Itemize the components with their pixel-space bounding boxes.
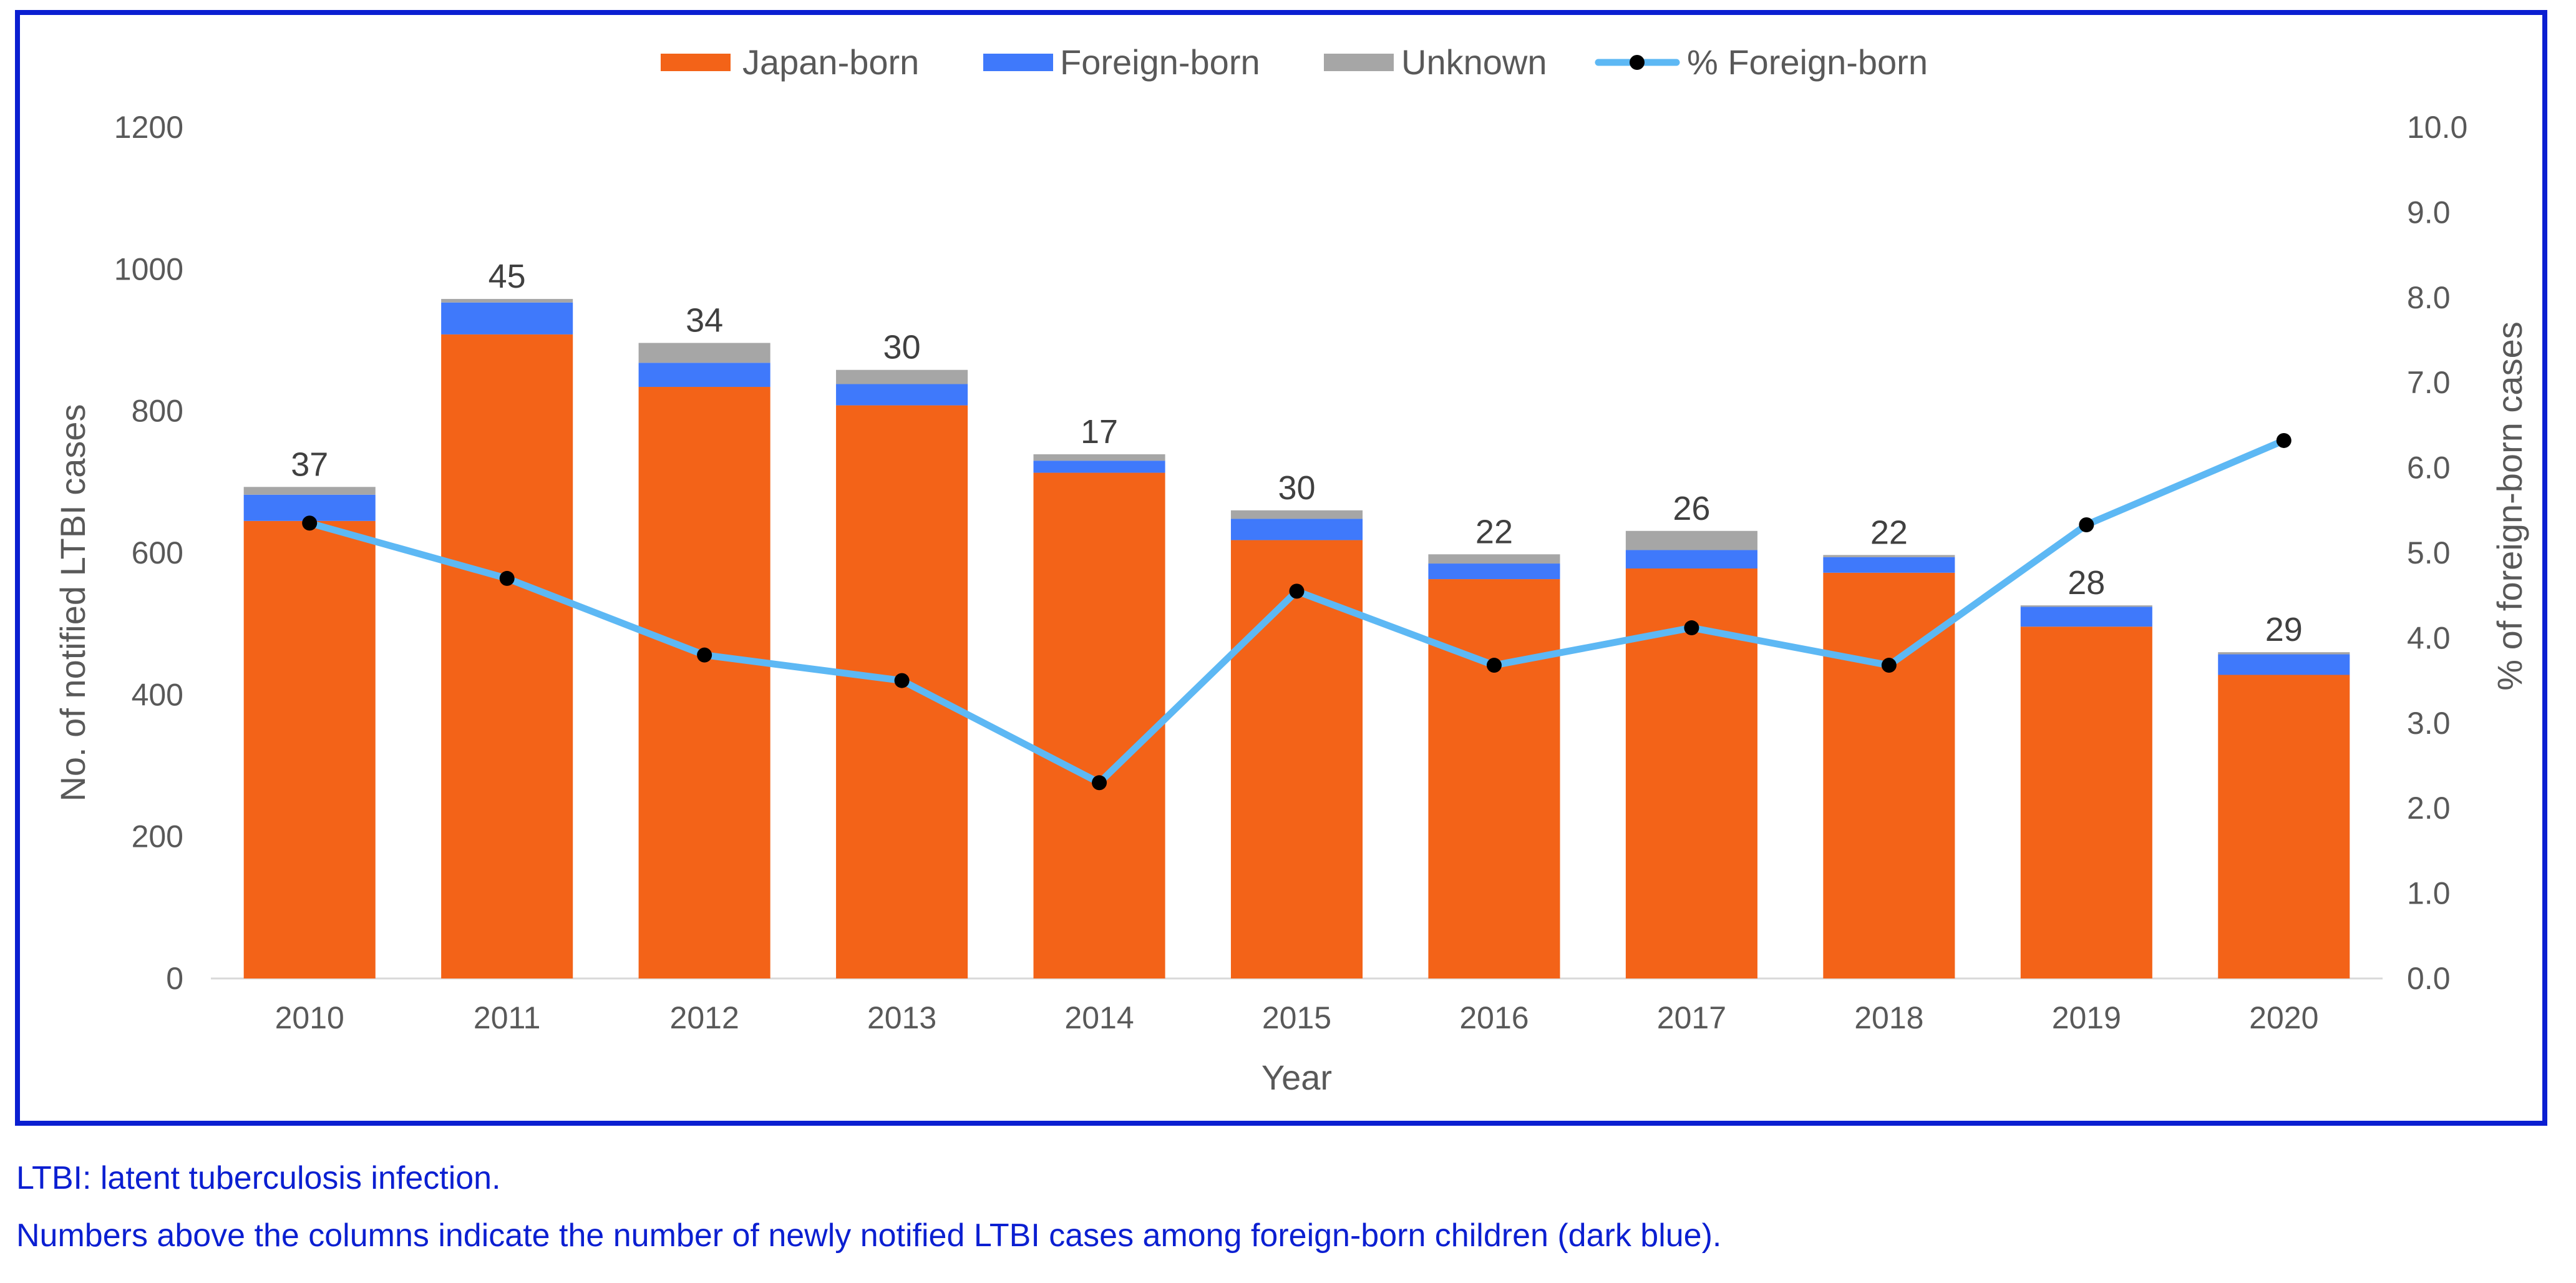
x-tick-label: 2019 (2052, 1000, 2121, 1035)
bar-data-label: 30 (883, 329, 921, 366)
legend-marker-foreign-born (1630, 55, 1645, 70)
caption-bar-label-note: Numbers above the columns indicate the n… (16, 1217, 1722, 1254)
y2-tick-label: 3.0 (2407, 706, 2451, 741)
bar-unknown-2018 (1823, 555, 1955, 557)
line-point-2016 (1486, 658, 1502, 673)
bar-japan-born-2020 (2218, 675, 2350, 978)
bar-unknown-2010 (243, 487, 376, 495)
y2-tick-label: 2.0 (2407, 791, 2451, 826)
x-tick-label: 2014 (1064, 1000, 1134, 1035)
legend-swatch-unknown (1324, 54, 1394, 71)
bar-data-label: 45 (488, 258, 526, 295)
bar-japan-born-2019 (2020, 627, 2152, 978)
bar-foreign-born-2017 (1625, 550, 1757, 569)
y2-tick-label: 8.0 (2407, 280, 2451, 315)
y-tick-label: 600 (132, 535, 183, 570)
line-point-2019 (2079, 517, 2094, 532)
bar-data-label: 26 (1673, 490, 1710, 527)
y2-tick-label: 7.0 (2407, 365, 2451, 400)
bar-foreign-born-2012 (638, 363, 770, 388)
bar-data-label: 34 (686, 302, 723, 339)
bar-japan-born-2014 (1033, 472, 1165, 978)
bar-unknown-2012 (638, 343, 770, 363)
x-tick-label: 2018 (1854, 1000, 1923, 1035)
bar-data-label: 37 (291, 446, 328, 483)
x-tick-label: 2012 (670, 1000, 739, 1035)
bar-foreign-born-2020 (2218, 654, 2350, 675)
x-tick-label: 2011 (474, 1000, 541, 1035)
bar-foreign-born-2015 (1230, 519, 1363, 540)
y2-tick-label: 9.0 (2407, 195, 2451, 230)
line-point-2013 (894, 673, 910, 688)
x-tick-label: 2015 (1262, 1000, 1331, 1035)
bar-data-label: 30 (1278, 469, 1315, 507)
legend-swatch-japan-born (661, 54, 731, 71)
legend-label-unknown: Unknown (1401, 42, 1547, 82)
x-tick-label: 2016 (1459, 1000, 1529, 1035)
bar-japan-born-2011 (441, 334, 573, 978)
y2-tick-label: 10.0 (2407, 110, 2467, 145)
y2-tick-label: 4.0 (2407, 620, 2451, 655)
bar-japan-born-2012 (638, 387, 770, 978)
y2-tick-label: 5.0 (2407, 535, 2451, 570)
y2-tick-label: 1.0 (2407, 876, 2451, 911)
bar-unknown-2020 (2218, 652, 2350, 655)
bar-data-label: 28 (2068, 564, 2105, 602)
line-point-2014 (1092, 775, 1107, 791)
bar-data-label: 22 (1870, 514, 1908, 551)
x-tick-label: 2013 (867, 1000, 936, 1035)
bar-unknown-2019 (2020, 605, 2152, 607)
bar-foreign-born-2018 (1823, 557, 1955, 573)
y-axis-title: No. of notified LTBI cases (53, 404, 92, 801)
line-point-2018 (1881, 658, 1897, 673)
bar-japan-born-2013 (836, 405, 968, 978)
bar-foreign-born-2019 (2020, 607, 2152, 627)
ltbi-combo-chart: 0 200 400 600 800 1000 1200 0.0 1.0 2.0 3.0 4.0 5.0 6… (53, 42, 2529, 1097)
x-axis-title: Year (1261, 1058, 1332, 1097)
bar-data-label: 22 (1475, 513, 1513, 550)
x-tick-label: 2017 (1657, 1000, 1726, 1035)
bar-japan-born-2018 (1823, 572, 1955, 978)
line-point-2015 (1289, 583, 1305, 599)
x-tick-label: 2010 (275, 1000, 344, 1035)
bar-foreign-born-2013 (836, 384, 968, 406)
line-point-2011 (499, 570, 515, 586)
y-tick-label: 1000 (114, 251, 183, 286)
bar-japan-born-2015 (1230, 540, 1363, 978)
y-tick-label: 800 (132, 394, 183, 429)
bar-japan-born-2016 (1428, 579, 1560, 978)
y-tick-label: 400 (132, 677, 183, 712)
bar-foreign-born-2016 (1428, 563, 1560, 580)
line-point-2017 (1684, 620, 1699, 636)
line-point-2012 (697, 647, 712, 663)
line-point-2020 (2276, 432, 2292, 448)
y-tick-label: 200 (132, 819, 183, 854)
y-tick-label: 1200 (114, 110, 183, 145)
bar-foreign-born-2014 (1033, 461, 1165, 473)
legend-label-japan-born: Japan-born (742, 42, 919, 82)
legend-label-foreign-born: % Foreign-born (1687, 42, 1928, 82)
y-tick-label: 0 (166, 961, 183, 996)
bar-unknown-2014 (1033, 454, 1165, 461)
bar-foreign-born-2011 (441, 302, 573, 334)
y2-axis-title: % of foreign-born cases (2490, 321, 2529, 690)
bar-data-label: 17 (1081, 413, 1118, 451)
x-tick-label: 2020 (2249, 1000, 2318, 1035)
bar-unknown-2015 (1230, 510, 1363, 519)
legend-swatch-foreign-born (983, 54, 1053, 71)
legend-label-foreign-born: Foreign-born (1060, 42, 1260, 82)
caption-ltbi-definition: LTBI: latent tuberculosis infection. (16, 1160, 501, 1196)
bar-unknown-2016 (1428, 554, 1560, 564)
y2-tick-label: 6.0 (2407, 451, 2451, 485)
bar-unknown-2017 (1625, 530, 1757, 550)
bar-japan-born-2010 (243, 520, 376, 978)
line-point-2010 (302, 515, 318, 531)
bar-data-label: 29 (2265, 611, 2303, 648)
chart-frame: 0 200 400 600 800 1000 1200 0.0 1.0 2.0 3.0 4.0 5.0 6… (15, 10, 2547, 1126)
bar-unknown-2013 (836, 369, 968, 384)
y2-tick-label: 0.0 (2407, 961, 2451, 996)
bar-unknown-2011 (441, 299, 573, 303)
